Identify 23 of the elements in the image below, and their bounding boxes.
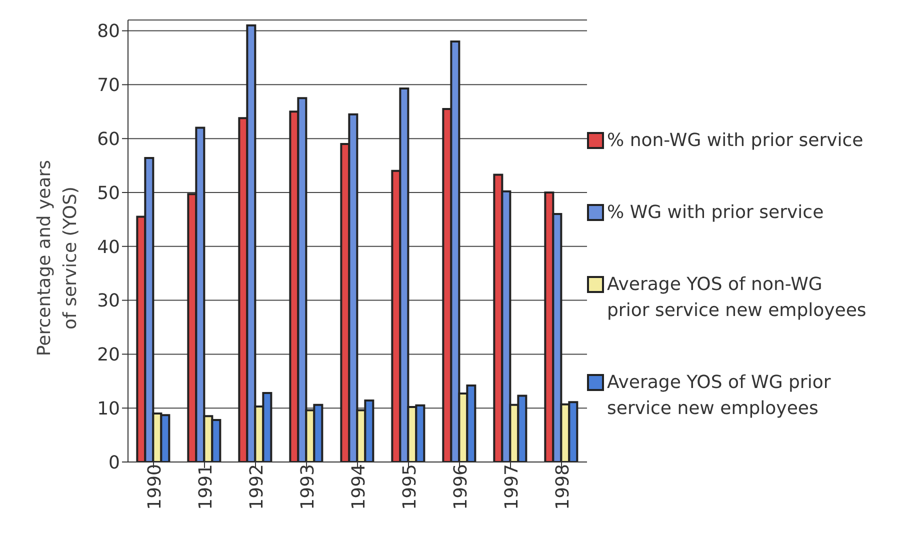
y-tick-label: 70 bbox=[97, 75, 120, 96]
x-tick-label: 1996 bbox=[450, 464, 472, 510]
x-tick-label: 1998 bbox=[552, 464, 574, 510]
x-tick-label: 1997 bbox=[501, 464, 522, 510]
x-tick-label: 1991 bbox=[195, 464, 216, 510]
x-tick-label: 1993 bbox=[297, 464, 318, 510]
y-tick-label: 80 bbox=[97, 21, 120, 42]
legend-label: Average YOS of WG prior service new employees bbox=[607, 371, 832, 421]
y-tick-label: 30 bbox=[97, 290, 120, 312]
y-tick-label: 10 bbox=[97, 398, 120, 420]
x-tick-label: 1990 bbox=[144, 464, 166, 510]
y-tick-label: 50 bbox=[97, 182, 120, 204]
y-tick-label: 20 bbox=[97, 344, 120, 366]
legend-label: % WG with prior service bbox=[607, 201, 825, 225]
y-tick-label: 60 bbox=[97, 128, 120, 150]
legend-label: Average YOS of non-WG prior service new employees bbox=[607, 273, 867, 323]
x-tick-label: 1994 bbox=[348, 464, 370, 510]
x-tick-label: 1992 bbox=[246, 464, 268, 510]
legend-label: % non-WG with prior service bbox=[607, 129, 864, 153]
x-tick-label: 1995 bbox=[399, 464, 420, 510]
y-axis-title: Percentage and years of service (YOS) bbox=[33, 158, 82, 358]
y-tick-label: 0 bbox=[108, 452, 120, 474]
y-tick-label: 40 bbox=[97, 236, 120, 258]
